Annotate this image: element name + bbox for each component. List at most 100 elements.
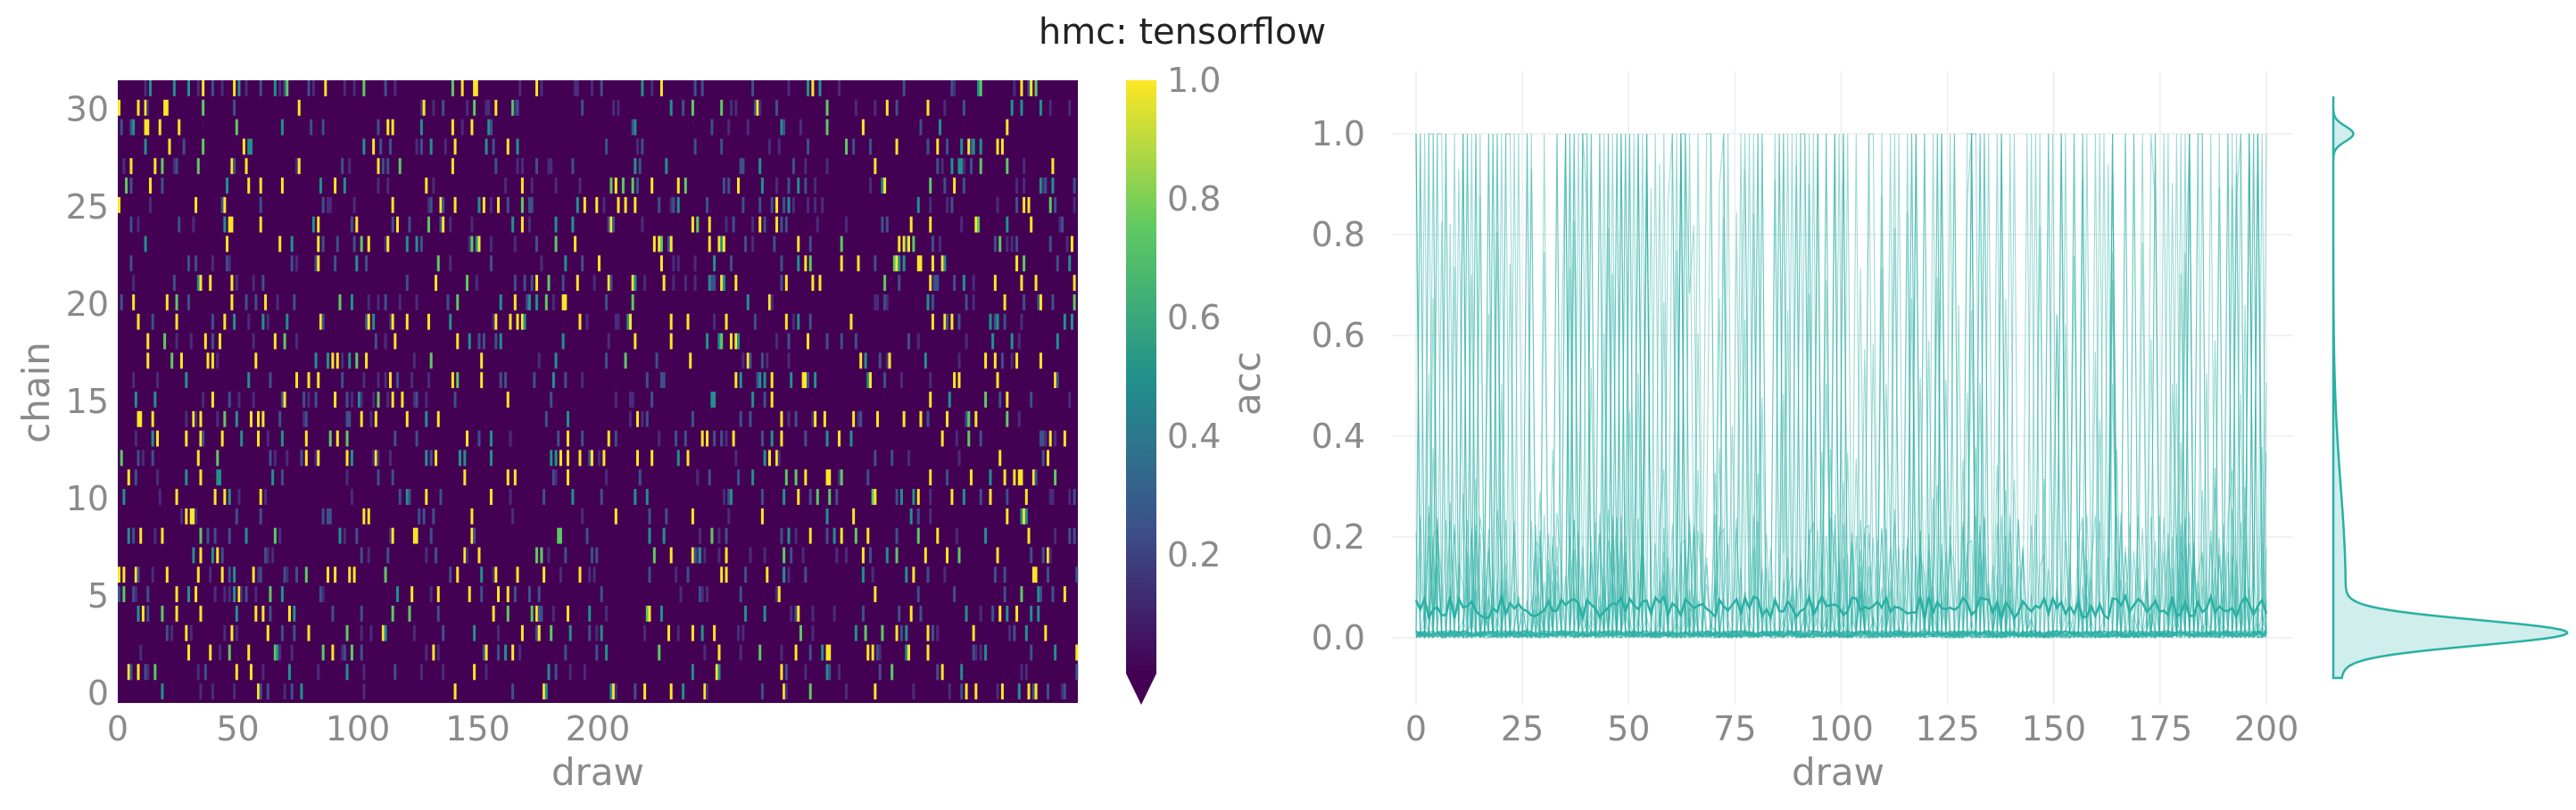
heatmap-cell	[451, 119, 454, 136]
heatmap-cell	[412, 624, 416, 641]
heatmap-cell	[926, 138, 930, 155]
heatmap-cell	[211, 255, 214, 272]
heatmap-cell	[859, 410, 863, 427]
heatmap-cell	[485, 664, 488, 681]
heatmap-cell	[477, 236, 481, 252]
heatmap-cell	[737, 624, 741, 641]
heatmap-cell	[984, 644, 988, 661]
heatmap-cell	[338, 527, 342, 544]
heatmap-cell	[141, 450, 145, 467]
heatmap-cell	[696, 547, 700, 564]
trace-line	[1415, 133, 2267, 640]
heatmap-cell	[1031, 469, 1035, 486]
heatmap-cell	[235, 624, 238, 641]
heatmap-cell	[974, 644, 978, 661]
heatmap-cell	[153, 158, 157, 175]
heatmap-cell	[675, 430, 678, 447]
heatmap-cell	[254, 586, 258, 603]
heatmap-cell	[497, 624, 501, 641]
heatmap-cell	[189, 333, 193, 350]
heatmap-cell	[672, 275, 675, 292]
heatmap-cell	[1037, 586, 1040, 603]
heatmap-cell	[696, 469, 700, 486]
heatmap-cell	[909, 605, 913, 622]
heatmap-cell	[609, 178, 613, 194]
heatmap-cell	[974, 410, 978, 427]
heatmap-cell	[669, 313, 673, 330]
heatmap-cell	[348, 566, 352, 583]
heatmap-cell	[165, 566, 169, 583]
heatmap-cell	[520, 158, 524, 175]
trace-line	[1415, 133, 2267, 639]
heatmap-cell	[568, 664, 572, 681]
heatmap-cell	[866, 644, 870, 661]
heatmap-cell	[1023, 508, 1026, 525]
trace-line	[1415, 133, 2267, 640]
heatmap-cell	[1010, 352, 1014, 369]
heatmap-cell	[293, 605, 296, 622]
heatmap-cell	[1006, 508, 1009, 525]
heatmap-cell	[929, 275, 932, 292]
heatmap-cell	[550, 392, 553, 408]
heatmap-cell	[302, 392, 306, 408]
heatmap-cell	[974, 216, 978, 233]
heatmap-cell	[278, 527, 282, 544]
heatmap-cell	[1030, 392, 1033, 408]
heatmap-cell	[845, 683, 849, 700]
heatmap-cell	[895, 527, 899, 544]
heatmap-cell	[196, 158, 200, 175]
heatmap-cell	[144, 80, 147, 96]
heatmap-cell	[683, 430, 687, 447]
heatmap-cell	[643, 275, 647, 292]
heatmap-cell	[144, 664, 147, 681]
heatmap-cell	[360, 236, 363, 252]
heatmap-cell	[590, 80, 593, 96]
heatmap-cell	[418, 508, 421, 525]
heatmap-cell	[470, 236, 474, 252]
heatmap-cell	[393, 664, 397, 681]
heatmap-cell	[175, 489, 178, 505]
heatmap-cell	[1020, 99, 1023, 116]
heatmap-cell	[261, 275, 265, 292]
heatmap-cell	[422, 508, 426, 525]
heatmap-cell	[588, 605, 592, 622]
heatmap-cell	[854, 333, 857, 350]
heatmap-cell	[343, 527, 346, 544]
heatmap-cell	[144, 119, 147, 136]
heatmap-cell	[804, 372, 808, 389]
heatmap-cell	[386, 392, 390, 408]
heatmap-cell	[780, 216, 783, 233]
heatmap-cell	[807, 196, 810, 213]
heatmap-cell	[775, 586, 779, 603]
heatmap-cell	[804, 469, 808, 486]
heatmap-cell	[213, 527, 217, 544]
heatmap-cell	[984, 352, 988, 369]
heatmap-cell	[881, 178, 884, 194]
heatmap-cell	[202, 138, 205, 155]
heatmap-cell	[391, 313, 394, 330]
heatmap-cell	[595, 196, 599, 213]
heatmap-cell	[609, 216, 613, 233]
heatmap-cell	[787, 352, 791, 369]
heatmap-cell	[304, 430, 308, 447]
heatmap-cell	[1027, 683, 1031, 700]
heatmap-cell	[393, 80, 397, 96]
heatmap-cell	[259, 178, 262, 194]
heatmap-cell	[763, 372, 766, 389]
heatmap-cell	[283, 392, 286, 408]
heatmap-cell	[744, 566, 748, 583]
heatmap-cell	[328, 508, 332, 525]
heatmap-cell	[352, 196, 356, 213]
heatmap-cell	[1047, 547, 1050, 564]
heatmap-cell	[527, 216, 531, 233]
heatmap-cell	[578, 450, 582, 467]
heatmap-cell	[676, 196, 680, 213]
heatmap-cell	[235, 664, 238, 681]
heatmap-cell	[283, 80, 286, 96]
heatmap-cell	[902, 80, 906, 96]
heatmap-cell	[196, 450, 200, 467]
heatmap-cell	[151, 313, 154, 330]
heatmap-cell	[950, 196, 954, 213]
heatmap-cell	[780, 664, 783, 681]
